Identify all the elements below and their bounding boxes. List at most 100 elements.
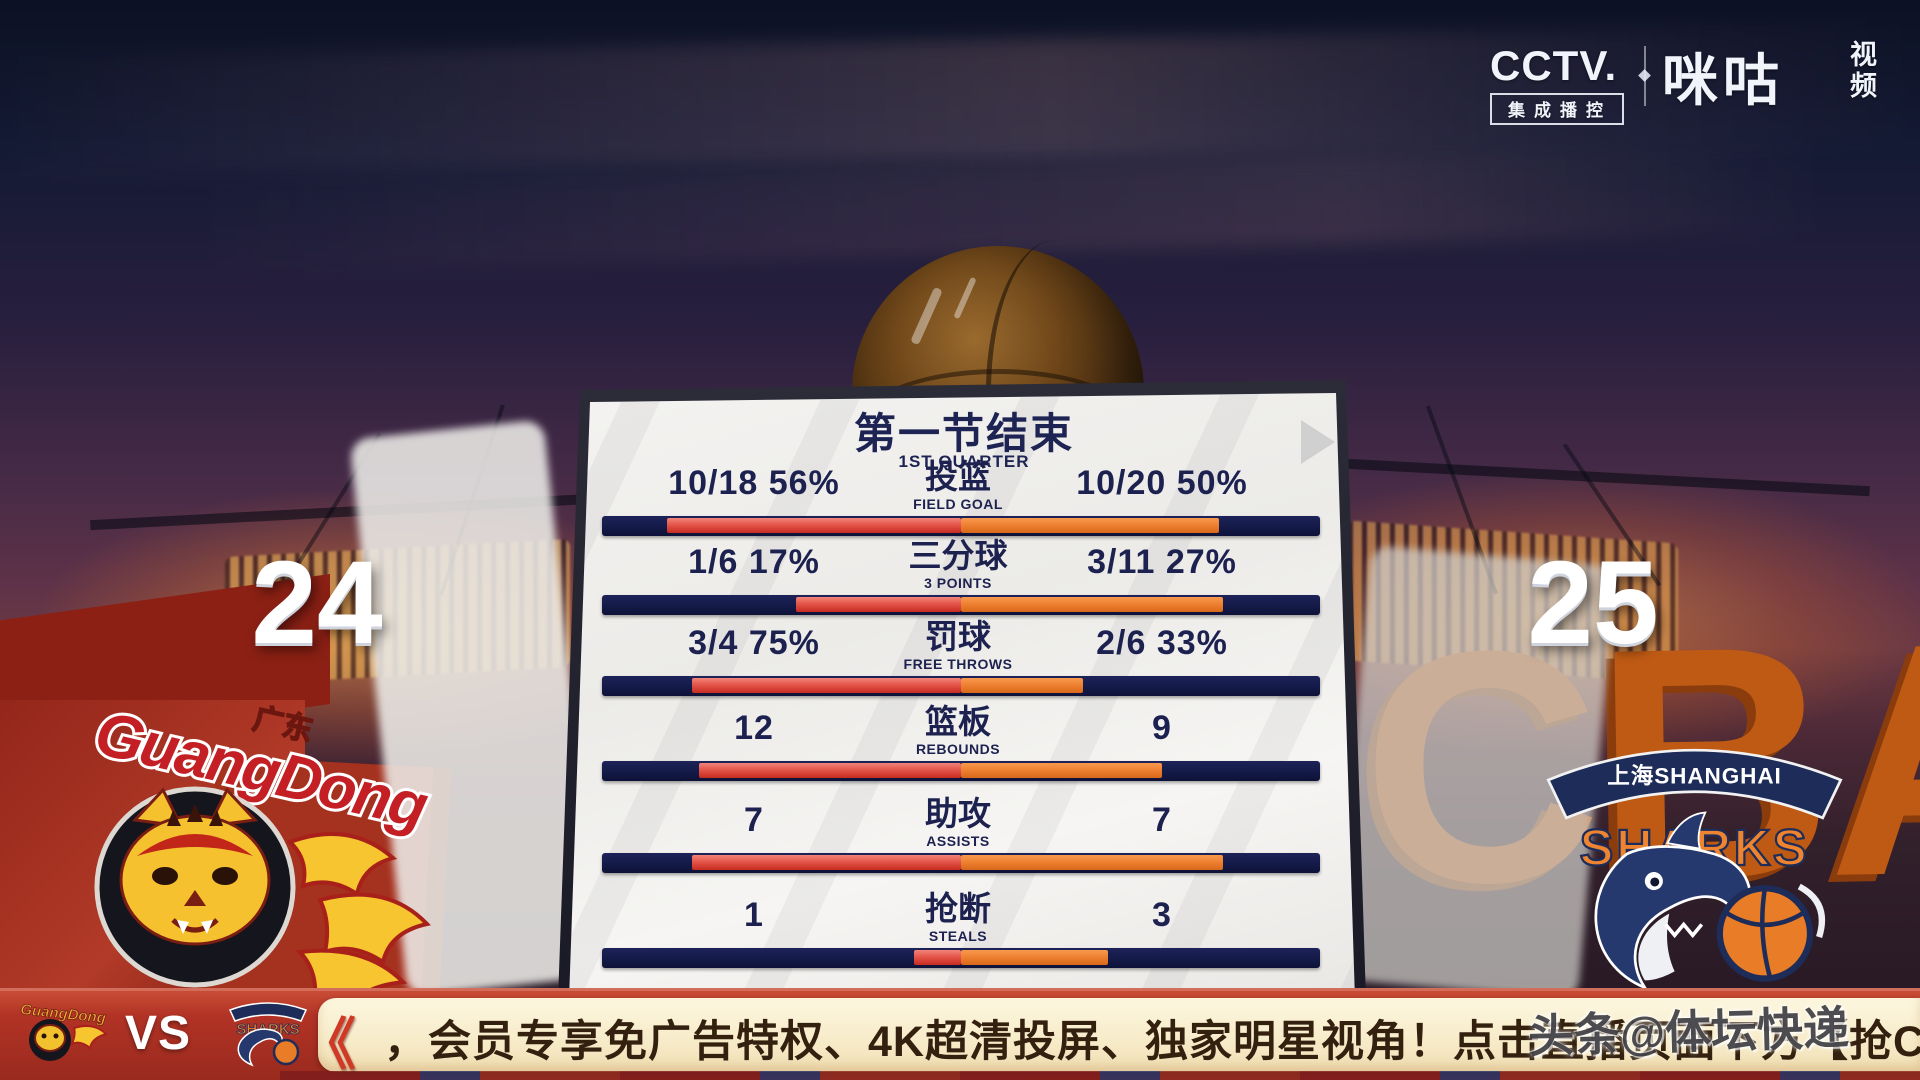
- migu-video-label: 视 频: [1850, 40, 1877, 102]
- mini-guangdong-wordmark: GuangDong: [20, 1001, 107, 1027]
- stats-panel-sheen: [569, 393, 1355, 1000]
- stat-bar-away-half: [961, 855, 1320, 870]
- stat-bar-away-half: [961, 950, 1320, 965]
- sharks-banner-text: 上海SHANGHAI: [1607, 763, 1781, 789]
- stat-bar-away-half: [961, 518, 1320, 533]
- stat-bar-home-fill: [691, 678, 961, 693]
- stat-label: 篮板 REBOUNDS: [848, 703, 1068, 757]
- stat-bar-track: [602, 853, 1320, 873]
- stat-bar-home-fill: [698, 763, 961, 778]
- stat-away-value: 3/11 27%: [1087, 543, 1237, 581]
- stat-label-en: 3 POINTS: [924, 574, 992, 591]
- stat-home-value: 1/6 17%: [688, 543, 820, 581]
- stats-panel: 第一节结束 1ST QUARTER 10/18 56% 投篮 FIELD GOAL 1…: [556, 376, 1372, 1000]
- stat-bar-home-half: [602, 763, 961, 778]
- quarter-title-en: 1ST QUARTER: [898, 452, 1030, 471]
- stat-away-value: 7: [1152, 801, 1172, 839]
- stat-away-value: 2/6 33%: [1096, 624, 1228, 662]
- stat-label-cn: 三分球: [908, 537, 1008, 574]
- stat-bar-track: [602, 761, 1320, 781]
- basketball-glint: [953, 276, 977, 320]
- stat-label-en: ASSISTS: [926, 832, 990, 849]
- stat-label-cn: 罚球: [925, 618, 991, 655]
- stat-bar-away-fill: [961, 763, 1163, 778]
- stat-row: 10/18 56% 投篮 FIELD GOAL 10/20 50%: [602, 459, 1320, 544]
- stat-home-value: 3/4 75%: [688, 624, 820, 662]
- shark-icon: [1594, 811, 1826, 991]
- stat-bar-home-fill: [691, 855, 961, 870]
- stat-label: 罚球 FREE THROWS: [848, 618, 1068, 672]
- migu-video-char-top: 视: [1850, 40, 1877, 70]
- ticker-substrip: [280, 1071, 1920, 1080]
- tiger-head-icon: [94, 786, 296, 988]
- cctv-subtitle: 集成播控: [1490, 93, 1624, 125]
- stat-home-value: 7: [744, 801, 764, 839]
- home-score: 24: [251, 537, 383, 669]
- stat-label-cn: 助攻: [925, 795, 991, 832]
- stat-bar-away-fill: [961, 678, 1084, 693]
- vs-label: VS: [124, 1007, 192, 1060]
- stat-bar-home-fill: [666, 518, 961, 533]
- stat-row: 12 篮板 REBOUNDS 9: [602, 704, 1320, 789]
- stat-bar-away-fill: [961, 597, 1224, 612]
- stat-label-cn: 投篮: [925, 458, 991, 495]
- stat-row: 3/4 75% 罚球 FREE THROWS 2/6 33%: [602, 619, 1320, 704]
- stat-bar-home-fill: [795, 597, 961, 612]
- stat-home-value: 1: [744, 896, 764, 934]
- sharks-banner: [1546, 748, 1843, 820]
- stat-bar-home-half: [602, 518, 961, 533]
- stat-bar-away-half: [961, 678, 1320, 693]
- stat-bar-home-fill: [914, 950, 961, 965]
- mini-flame-icon: [70, 1025, 108, 1050]
- stat-label-en: FIELD GOAL: [913, 495, 1003, 512]
- flame-icon: [286, 831, 431, 997]
- stat-label-cn: 篮板: [925, 703, 991, 740]
- stat-label: 抢断 STEALS: [848, 890, 1068, 944]
- mini-guangdong-logo: GuangDong: [19, 1001, 108, 1061]
- cctv-logo-block: CCTV. 集成播控: [1490, 42, 1624, 125]
- stat-home-value: 12: [734, 709, 774, 747]
- basketball-glint: [910, 286, 943, 346]
- stat-bar-away-fill: [961, 518, 1220, 533]
- away-score: 25: [1527, 537, 1659, 669]
- promo-ticker-text: ，会员专享免广告特权、4K超清投屏、独家明星视角！点击直播页面下方【抢CBA门票…: [384, 1018, 1920, 1066]
- stat-label: 投篮 FIELD GOAL: [848, 458, 1068, 512]
- toutiao-watermark: 头条@体坛快递: [1527, 1001, 1850, 1063]
- basketball-seam: [846, 368, 1150, 508]
- stat-bar-track: [602, 948, 1320, 968]
- promo-ticker: ，会员专享免广告特权、4K超清投屏、独家明星视角！点击直播页面下方【抢CBA门票…: [318, 998, 1920, 1072]
- stat-bar-away-half: [961, 597, 1320, 612]
- cctv-logo: CCTV.: [1490, 42, 1618, 89]
- stat-row: 1 抢断 STEALS 3: [602, 891, 1320, 976]
- shanghai-sharks-team-logo: 上海SHANGHAI SHARKS: [1546, 748, 1843, 991]
- stat-away-value: 9: [1152, 709, 1172, 747]
- mini-sharks-logo: SHARKS: [228, 1002, 308, 1067]
- stat-bar-track: [602, 676, 1320, 696]
- guangdong-team-logo: 广东 GuangDong: [86, 696, 436, 997]
- quarter-title-cn: 第一节结束: [853, 410, 1074, 457]
- stat-label: 助攻 ASSISTS: [848, 795, 1068, 849]
- stat-away-value: 10/20 50%: [1076, 464, 1248, 502]
- stat-bar-track: [602, 516, 1320, 536]
- stat-label-en: REBOUNDS: [915, 740, 1001, 757]
- stat-label-en: STEALS: [928, 927, 988, 944]
- stat-bar-home-half: [602, 678, 961, 693]
- stat-bar-home-half: [602, 597, 961, 612]
- stat-label-en: FREE THROWS: [903, 655, 1013, 672]
- migu-logo: 咪咕: [1662, 49, 1784, 112]
- stat-bar-away-fill: [961, 855, 1224, 870]
- stat-bar-track: [602, 595, 1320, 615]
- stat-row: 7 助攻 ASSISTS 7: [602, 796, 1320, 881]
- stat-label: 三分球 3 POINTS: [848, 537, 1068, 591]
- stat-row: 1/6 17% 三分球 3 POINTS 3/11 27%: [602, 538, 1320, 623]
- stat-bar-home-half: [602, 855, 961, 870]
- stat-home-value: 10/18 56%: [668, 464, 840, 502]
- stat-label-cn: 抢断: [925, 890, 991, 927]
- stat-bar-away-fill: [961, 950, 1109, 965]
- stat-away-value: 3: [1152, 896, 1172, 934]
- stat-bar-away-half: [961, 763, 1320, 778]
- panel-arrow-glyph: [1301, 420, 1335, 464]
- migu-video-char-bottom: 频: [1850, 71, 1877, 102]
- stats-panel-surface: [569, 393, 1355, 1000]
- ticker-lead-mark: 《: [300, 1013, 356, 1076]
